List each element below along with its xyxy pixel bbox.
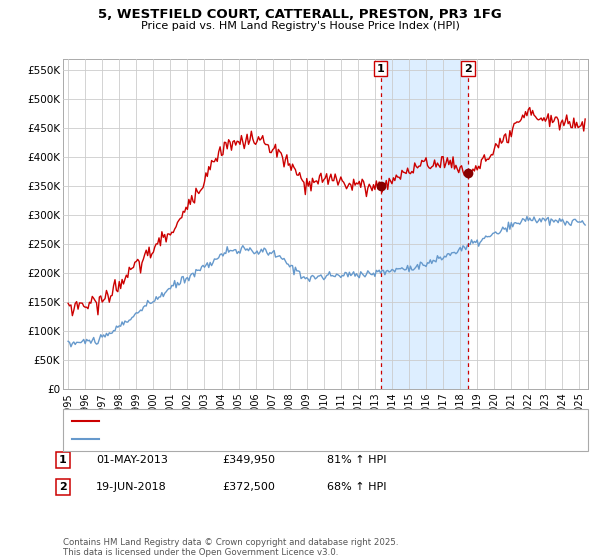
Text: 2: 2 [464,64,472,74]
Text: £349,950: £349,950 [222,455,275,465]
Text: 81% ↑ HPI: 81% ↑ HPI [327,455,386,465]
Text: 5, WESTFIELD COURT, CATTERALL, PRESTON, PR3 1FG (detached house): 5, WESTFIELD COURT, CATTERALL, PRESTON, … [102,416,463,426]
Text: 19-JUN-2018: 19-JUN-2018 [96,482,167,492]
Bar [380,59,468,389]
Text: 68% ↑ HPI: 68% ↑ HPI [327,482,386,492]
Text: 5, WESTFIELD COURT, CATTERALL, PRESTON, PR3 1FG: 5, WESTFIELD COURT, CATTERALL, PRESTON, … [98,8,502,21]
Text: 01-MAY-2013: 01-MAY-2013 [96,455,168,465]
Text: £372,500: £372,500 [222,482,275,492]
Text: HPI: Average price, detached house, Wyre: HPI: Average price, detached house, Wyre [102,434,312,444]
Text: 1: 1 [59,455,67,465]
Text: 2: 2 [59,482,67,492]
Text: Contains HM Land Registry data © Crown copyright and database right 2025.
This d: Contains HM Land Registry data © Crown c… [63,538,398,557]
Text: 1: 1 [377,64,385,74]
Text: Price paid vs. HM Land Registry's House Price Index (HPI): Price paid vs. HM Land Registry's House … [140,21,460,31]
